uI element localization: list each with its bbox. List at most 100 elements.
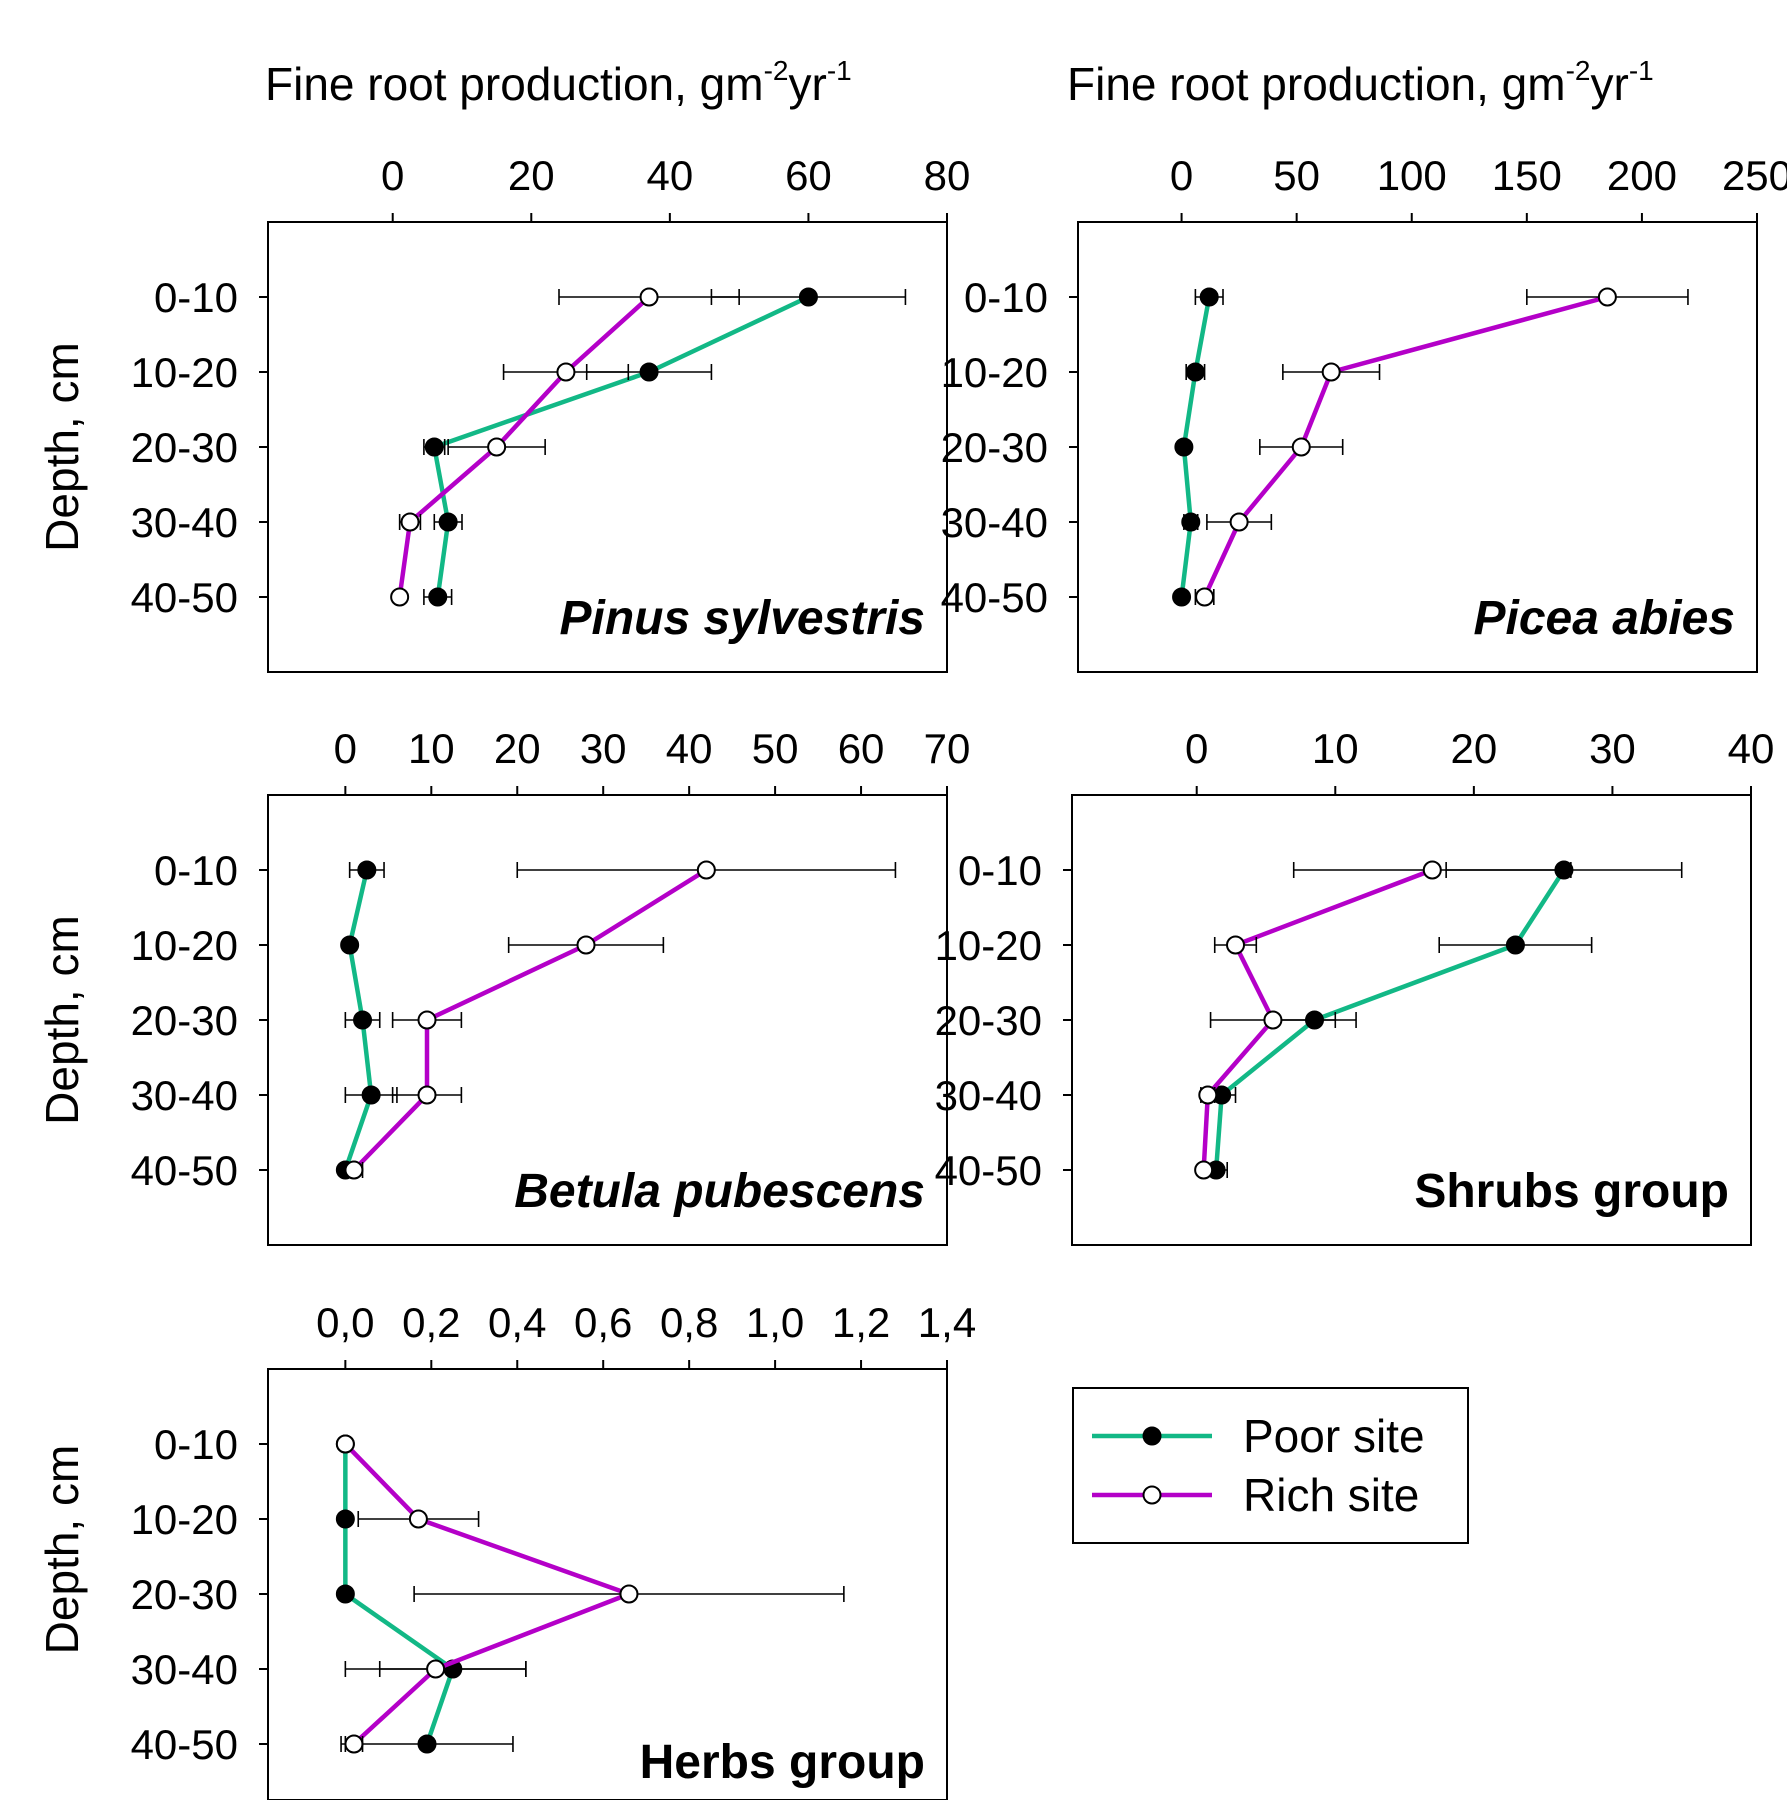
data-point [1597,287,1617,307]
x-axis-title-unit: yr [1591,58,1629,110]
x-tick-label: 0 [1170,152,1193,199]
data-point [417,1085,437,1105]
series-rich-site [344,860,897,1180]
x-tick-label: 10 [408,725,455,772]
data-point [344,1734,364,1754]
panel-shrubs-group: 0 10 20 30 40 0-10 10-20 20-30 30-40 40-50 Shrubs … [935,725,1775,1246]
y-tick-label: 0-10 [154,1421,238,1468]
data-point [426,1659,446,1679]
data-point [390,587,410,607]
x-tick-label: 0 [381,152,404,199]
data-point [1195,587,1215,607]
x-axis-title-sup: -2 [764,55,789,86]
data-point [556,362,576,382]
x-tick-label: 10 [1312,725,1359,772]
y-tick-label: 30-40 [131,1646,238,1693]
panel-label: Picea abies [1473,592,1735,645]
data-point [357,860,377,880]
y-tick-label: 10-20 [935,922,1042,969]
panel-picea-abies: 0 50 100 150 200 250 0-10 10-20 20-30 30-40 40-50 F… [941,55,1787,673]
data-point [1321,362,1341,382]
y-tick-label: 0-10 [154,274,238,321]
data-point [438,512,458,532]
x-tick-label: 0,6 [574,1299,632,1346]
x-tick-label: 20 [1450,725,1497,772]
y-tick-label: 30-40 [935,1072,1042,1119]
x-tick-label: 0,8 [660,1299,718,1346]
data-point [639,287,659,307]
panel-pinus-sylvestris: 0 20 40 60 80 0-10 10-20 20-30 30-40 40-50 Depth, … [36,55,971,673]
legend-marker [1142,1485,1162,1505]
data-point [1198,1085,1218,1105]
data-point [576,935,596,955]
y-tick-label: 40-50 [131,574,238,621]
data-point [353,1010,373,1030]
data-point [335,1584,355,1604]
series-poor-site [1172,287,1224,607]
legend: Poor site Rich site [1072,1387,1469,1544]
data-point [696,860,716,880]
x-tick-label: 80 [924,152,971,199]
data-point [340,935,360,955]
data-point [424,437,444,457]
x-axis-title: Fine root production, gm-2yr-1 [265,55,852,110]
data-point [1263,1010,1283,1030]
x-tick-label: 30 [1589,725,1636,772]
data-point [361,1085,381,1105]
x-axis-title: Fine root production, gm-2yr-1 [1067,55,1654,110]
y-tick-label: 40-50 [935,1147,1042,1194]
x-tick-label: 150 [1492,152,1562,199]
y-tick-label: 40-50 [131,1721,238,1768]
x-tick-label: 250 [1722,152,1787,199]
series-poor-site [423,287,907,607]
x-tick-label: 100 [1377,152,1447,199]
y-tick-label: 30-40 [941,499,1048,546]
x-tick-label: 40 [1728,725,1775,772]
data-point [1505,935,1525,955]
panel-label: Betula pubescens [514,1165,925,1218]
series-rich-site [390,287,740,607]
series-rich-site [1194,287,1689,607]
panel-herbs-group: 0,0 0,2 0,4 0,6 0,8 1,0 1,2 1,4 0-10 10-20 20-30 30… [36,1299,976,1800]
plot-frame [267,1368,948,1800]
x-tick-label: 30 [580,725,627,772]
legend-label: Poor site [1243,1410,1425,1462]
data-point [1226,935,1246,955]
y-tick-label: 30-40 [131,1072,238,1119]
y-tick-label: 20-30 [941,424,1048,471]
legend-frame [1072,1387,1469,1544]
x-axis-title-unit: yr [789,58,827,110]
y-axis-title: Depth, cm [36,342,88,552]
data-point [1185,362,1205,382]
x-tick-label: 0,0 [316,1299,374,1346]
x-axis-title-sup: -2 [1566,55,1591,86]
data-point [1291,437,1311,457]
data-point [639,362,659,382]
y-tick-label: 10-20 [941,349,1048,396]
x-tick-label: 1,0 [746,1299,804,1346]
y-tick-label: 10-20 [131,922,238,969]
data-point [428,587,448,607]
x-tick-label: 1,2 [832,1299,890,1346]
y-tick-label: 10-20 [131,349,238,396]
data-point [417,1010,437,1030]
x-tick-label: 50 [1273,152,1320,199]
data-point [344,1160,364,1180]
panel-label: Herbs group [640,1736,925,1789]
y-tick-label: 20-30 [131,997,238,1044]
data-point [1181,512,1201,532]
y-tick-label: 40-50 [131,1147,238,1194]
data-point [798,287,818,307]
data-point [400,512,420,532]
y-tick-label: 40-50 [941,574,1048,621]
legend-marker [1142,1426,1162,1446]
data-point [1194,1160,1214,1180]
x-tick-label: 40 [666,725,713,772]
data-point [1199,287,1219,307]
x-axis-title-sup: -1 [827,55,852,86]
data-point [1172,587,1192,607]
y-tick-label: 20-30 [935,997,1042,1044]
panel-betula-pubescens: 0 10 20 30 40 50 60 70 0-10 10-20 20-30 30-40 40-50 D… [36,725,970,1246]
y-axis-title: Depth, cm [36,915,88,1125]
